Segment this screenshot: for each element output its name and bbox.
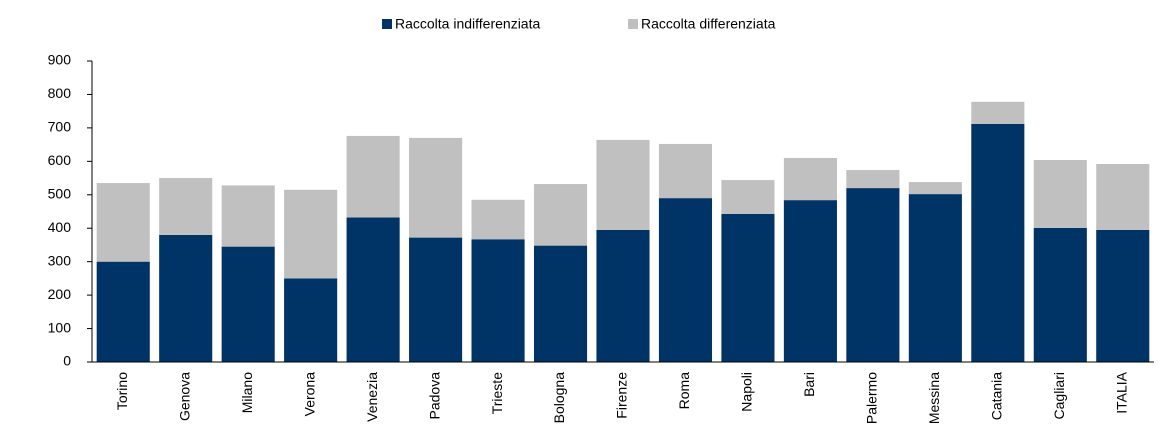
y-tick-label: 100 (48, 319, 72, 335)
x-tick-label: Torino (114, 372, 130, 410)
x-tick-label: Palermo (864, 372, 880, 424)
x-tick-label: Milano (239, 372, 255, 413)
x-tick-label: Bari (801, 372, 817, 397)
bar-segment (409, 237, 463, 362)
x-tick-label: Padova (426, 372, 442, 420)
y-tick-label: 300 (48, 252, 72, 268)
y-tick-label: 800 (48, 85, 72, 101)
bar-segment (783, 200, 837, 362)
bar-segment (908, 182, 962, 195)
bar-segment (721, 213, 775, 362)
bar-segment (596, 229, 650, 362)
bar-segment (346, 135, 400, 218)
y-tick-label: 500 (48, 185, 72, 201)
x-tick-label: Verona (301, 372, 317, 417)
x-tick-label: Roma (676, 372, 692, 410)
bar-segment (284, 278, 338, 362)
x-tick-label: Firenze (614, 372, 630, 419)
x-tick-label: Messina (926, 372, 942, 424)
x-tick-label: Trieste (489, 372, 505, 414)
legend-label: Raccolta differenziata (641, 16, 776, 32)
bar-segment (533, 184, 588, 246)
x-tick-label: ITALIA (1113, 371, 1129, 413)
legend-label: Raccolta indifferenziata (395, 16, 540, 32)
y-tick-label: 0 (63, 353, 71, 369)
bar-segment (159, 234, 213, 362)
bar-segment (533, 245, 588, 362)
bar-segment (596, 139, 650, 230)
bar-segment (846, 188, 900, 362)
y-tick-label: 400 (48, 219, 72, 235)
x-tick-label: Napoli (739, 372, 755, 412)
bar-segment (846, 170, 900, 189)
bar-segment (96, 261, 150, 362)
bar-segment (96, 183, 150, 262)
bar-segment (1033, 159, 1087, 228)
bar-segment (908, 194, 962, 362)
bar-segment (1096, 229, 1150, 362)
bar-segment (658, 198, 713, 362)
bar-segment (1033, 227, 1087, 362)
x-tick-label: Catania (989, 372, 1005, 420)
bar-segment (471, 239, 525, 362)
bar-segment (971, 101, 1025, 124)
x-tick-label: Cagliari (1051, 372, 1067, 419)
bar-segment (221, 185, 275, 247)
y-tick-label: 200 (48, 286, 72, 302)
bar-segment (284, 189, 338, 279)
y-tick-label: 600 (48, 152, 72, 168)
bar-segment (221, 246, 275, 362)
legend-swatch (628, 19, 638, 29)
y-tick-label: 700 (48, 119, 72, 135)
y-tick-label: 900 (48, 52, 72, 68)
bar-segment (658, 143, 713, 199)
x-tick-label: Genova (176, 372, 192, 421)
bar-segment (783, 157, 837, 201)
bar-segment (159, 178, 213, 235)
bar-segment (346, 217, 400, 362)
legend-swatch (382, 19, 392, 29)
bar-segment (409, 137, 463, 238)
x-tick-label: Bologna (551, 372, 567, 424)
x-tick-label: Venezia (364, 372, 380, 422)
bar-segment (1096, 164, 1150, 230)
bar-segment (721, 180, 775, 214)
bar-segment (971, 123, 1025, 363)
bar-segment (471, 199, 525, 240)
